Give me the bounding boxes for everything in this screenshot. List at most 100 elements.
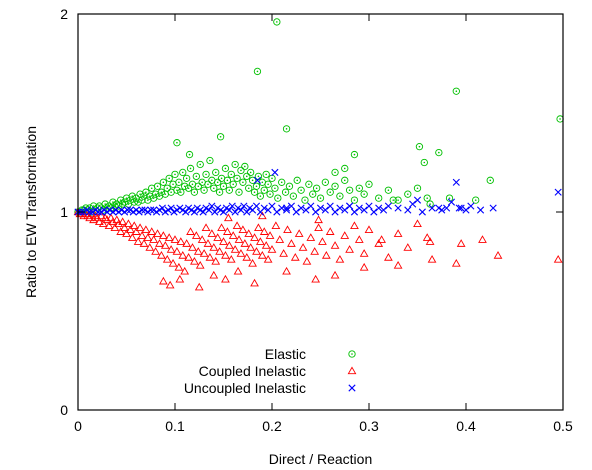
coupled-inelastic-point	[422, 233, 432, 241]
legend-item: Elastic	[265, 346, 356, 362]
elastic-point	[190, 188, 199, 196]
coupled-inelastic-point	[209, 243, 219, 251]
coupled-inelastic-point	[215, 247, 224, 255]
coupled-inelastic-point	[153, 229, 162, 237]
coupled-inelastic-point	[275, 235, 285, 243]
coupled-inelastic-point	[224, 241, 234, 249]
elastic-point	[301, 196, 309, 204]
elastic-point	[426, 200, 434, 208]
uncoupled-inelastic-point	[205, 206, 213, 214]
elastic-point	[355, 184, 363, 192]
coupled-inelastic-point	[259, 227, 269, 235]
coupled-inelastic-point	[158, 231, 168, 239]
coupled-inelastic-point	[188, 243, 197, 251]
elastic-point	[115, 202, 123, 210]
elastic-point	[281, 188, 290, 196]
points-layer	[73, 18, 564, 291]
uncoupled-inelastic-point	[138, 206, 146, 214]
uncoupled-inelastic-point	[404, 206, 412, 214]
elastic-point	[157, 188, 166, 196]
x-tick-label: 0.4	[456, 418, 476, 434]
elastic-point	[420, 158, 428, 167]
coupled-inelastic-point	[318, 237, 327, 245]
coupled-inelastic-point	[166, 245, 176, 253]
uncoupled-inelastic-point	[554, 188, 562, 196]
coupled-inelastic-point	[102, 215, 112, 224]
coupled-inelastic-point	[139, 239, 149, 247]
elastic-point	[206, 156, 214, 165]
coupled-inelastic-point	[311, 274, 321, 283]
uncoupled-inelastic-point	[467, 202, 475, 210]
coupled-inelastic-point	[203, 239, 213, 247]
uncoupled-inelastic-point	[199, 208, 207, 216]
coupled-inelastic-point	[234, 235, 244, 243]
series-uncoupled-inelastic	[74, 168, 562, 216]
coupled-inelastic-point	[147, 227, 157, 235]
elastic-point	[264, 180, 272, 188]
coupled-inelastic-point	[93, 213, 102, 222]
uncoupled-inelastic-point	[316, 204, 325, 212]
coupled-inelastic-point	[228, 231, 238, 239]
elastic-point	[309, 190, 317, 198]
coupled-inelastic-point	[271, 221, 281, 230]
elastic-point	[252, 182, 261, 190]
elastic-point	[245, 184, 253, 192]
coupled-inelastic-point	[427, 255, 437, 263]
coupled-inelastic-point	[306, 233, 316, 241]
coupled-inelastic-point	[207, 229, 217, 237]
uncoupled-inelastic-point	[292, 208, 300, 216]
coupled-inelastic-point	[165, 280, 175, 289]
coupled-inelastic-point	[223, 213, 233, 222]
elastic-point	[173, 139, 181, 147]
elastic-point	[360, 190, 368, 198]
uncoupled-inelastic-point	[211, 208, 219, 216]
uncoupled-inelastic-point	[452, 178, 460, 186]
coupled-inelastic-point	[221, 251, 230, 259]
uncoupled-inelastic-point	[190, 208, 198, 216]
uncoupled-inelastic-point	[321, 206, 329, 214]
elastic-point	[159, 178, 168, 186]
elastic-point	[312, 184, 321, 192]
uncoupled-inelastic-point	[208, 202, 216, 210]
coupled-inelastic-point	[175, 274, 185, 283]
coupled-inelastic-point	[149, 235, 159, 243]
coupled-inelastic-point	[172, 247, 182, 255]
coupled-inelastic-point	[254, 223, 263, 231]
coupled-inelastic-point	[135, 223, 145, 231]
elastic-point	[423, 194, 431, 202]
coupled-inelastic-point	[182, 239, 192, 247]
elastic-point	[173, 186, 181, 194]
elastic-point	[212, 168, 220, 177]
uncoupled-inelastic-point	[336, 204, 344, 212]
coupled-inelastic-point	[294, 229, 304, 237]
uncoupled-inelastic-point	[182, 208, 190, 216]
elastic-point	[341, 176, 349, 184]
coupled-inelastic-point	[451, 258, 461, 267]
coupled-inelastic-point	[248, 258, 257, 267]
coupled-inelastic-point	[155, 239, 164, 247]
coupled-inelastic-point	[393, 260, 403, 269]
elastic-point	[196, 160, 204, 169]
coupled-inelastic-point	[354, 235, 364, 243]
elastic-point	[365, 180, 373, 188]
coupled-inelastic-point	[221, 274, 230, 283]
x-tick-label: 0.2	[262, 418, 282, 434]
elastic-point	[210, 184, 218, 192]
coupled-inelastic-point	[302, 256, 312, 265]
uncoupled-inelastic-point	[360, 206, 368, 214]
elastic-point	[350, 150, 359, 159]
elastic-point	[336, 192, 344, 200]
plot-area	[73, 13, 564, 411]
coupled-inelastic-point	[257, 211, 267, 220]
coupled-inelastic-point	[265, 231, 275, 239]
elastic-point	[231, 160, 239, 169]
uncoupled-inelastic-point	[271, 168, 279, 176]
coupled-inelastic-point	[359, 249, 369, 257]
elastic-point	[163, 184, 171, 192]
elastic-point	[192, 172, 200, 181]
elastic-point	[165, 174, 173, 182]
elastic-point	[341, 164, 349, 173]
coupled-inelastic-point	[232, 221, 242, 230]
y-tick-label: 1	[60, 204, 68, 220]
coupled-inelastic-point	[321, 251, 331, 259]
